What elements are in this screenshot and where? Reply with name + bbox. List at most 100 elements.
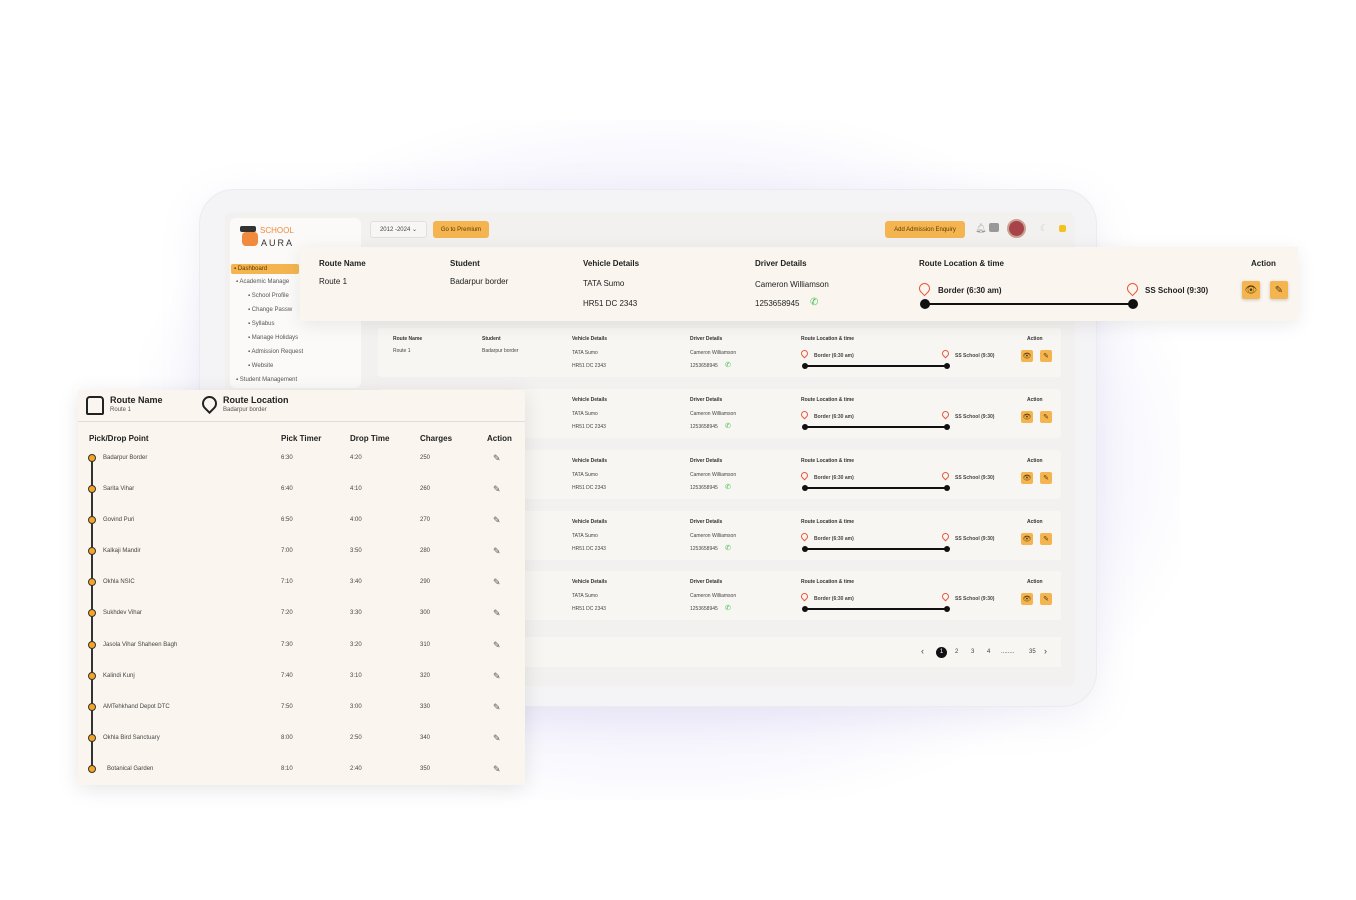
moon-icon[interactable]: ☾	[1040, 223, 1049, 233]
stop-value: 7:30	[281, 642, 293, 648]
view-button[interactable]: 👁︎	[1242, 281, 1260, 299]
cell-value: TATA Sumo	[572, 533, 598, 539]
cell-value: 1253658945	[690, 363, 718, 369]
edit-button[interactable]: ✎	[1040, 350, 1052, 362]
chat-icon[interactable]	[989, 223, 999, 232]
stop-value: 6:40	[281, 486, 293, 492]
cell-value: 1253658945	[690, 606, 718, 612]
next-page-icon[interactable]: ›	[1044, 646, 1047, 656]
phone-icon[interactable]: ✆	[725, 362, 731, 369]
stop-value: 250	[420, 455, 431, 461]
edit-icon[interactable]: ✎	[493, 577, 501, 587]
stop-name: AMTehkhand Depot DTC	[103, 704, 170, 710]
column-header: Student	[482, 336, 501, 342]
column-header: Route Name	[319, 259, 366, 268]
profile-icon: ▪	[248, 293, 252, 299]
stop-value: 2:40	[350, 766, 362, 772]
view-button[interactable]: 👁︎	[1021, 411, 1033, 423]
cell-value: SS School (9:30)	[955, 596, 995, 602]
view-button[interactable]: 👁︎	[1021, 350, 1033, 362]
bus-icon	[86, 396, 104, 415]
sidebar-item-label: Syllabus	[251, 321, 275, 327]
page-button[interactable]: 2	[955, 649, 959, 655]
edit-icon[interactable]: ✎	[493, 515, 501, 525]
edit-button[interactable]: ✎	[1040, 593, 1052, 605]
stop-value: 3:20	[350, 642, 362, 648]
column-header: Action	[1027, 397, 1043, 403]
go-premium-button[interactable]: Go to Premium	[433, 221, 489, 238]
bell-icon[interactable]: 🔔︎	[975, 223, 987, 233]
stop-value: 7:50	[281, 704, 293, 710]
sidebar-item[interactable]: ▪ Student Management	[236, 377, 297, 383]
edit-icon[interactable]: ✎	[493, 764, 501, 774]
chevron-down-icon: ⌄	[412, 227, 418, 233]
cell-value: Border (6:30 am)	[814, 353, 854, 359]
edit-button[interactable]: ✎	[1040, 411, 1052, 423]
sidebar-item[interactable]: ▪ School Profile	[248, 293, 289, 299]
stop-name: Jasola Vihar Shaheen Bagh	[103, 642, 178, 648]
sidebar-item[interactable]: ▪ Academic Manage	[236, 279, 289, 285]
add-admission-enquiry-button[interactable]: Add Admission Enquiry	[885, 221, 965, 238]
stop-value: 3:50	[350, 548, 362, 554]
key-icon: ▪	[248, 307, 252, 313]
stop-dot	[88, 609, 96, 617]
cell-value: Cameron Williamson	[690, 411, 737, 417]
edit-button[interactable]: ✎	[1040, 472, 1052, 484]
avatar[interactable]	[1007, 219, 1026, 238]
sidebar-item[interactable]: ▪ Website	[248, 363, 273, 369]
logo-text: SCHOOL	[260, 226, 294, 235]
edit-icon[interactable]: ✎	[493, 453, 501, 463]
sidebar-item[interactable]: ▪ Syllabus	[248, 321, 274, 327]
edit-icon[interactable]: ✎	[493, 608, 501, 618]
phone-icon[interactable]: ✆	[725, 423, 731, 430]
route-name-label: Route Name	[110, 395, 163, 405]
edit-button[interactable]: ✎	[1040, 533, 1052, 545]
sidebar-item[interactable]: ▪ Admission Request	[248, 349, 303, 355]
stop-value: 340	[420, 735, 431, 741]
page-button[interactable]: ........	[1001, 649, 1015, 655]
stop-value: 270	[420, 517, 431, 523]
column-header: Drop Time	[350, 434, 390, 443]
edit-button[interactable]: ✎	[1270, 281, 1288, 299]
stop-value: 8:00	[281, 735, 293, 741]
phone-icon[interactable]: ✆	[810, 297, 819, 308]
page-button[interactable]: 35	[1029, 649, 1036, 655]
stop-dot	[88, 547, 96, 555]
page-button[interactable]: 1	[936, 647, 947, 658]
edit-icon[interactable]: ✎	[493, 640, 501, 650]
start-dot	[802, 424, 808, 430]
year-select[interactable]: 2012 -2024 ⌄	[370, 221, 427, 238]
year-value: 2012 -2024	[379, 226, 411, 233]
edit-icon[interactable]: ✎	[493, 671, 501, 681]
sun-icon[interactable]	[1059, 225, 1066, 232]
sidebar-item[interactable]: ▪ Dashboard	[231, 264, 299, 274]
phone-icon[interactable]: ✆	[725, 545, 731, 552]
edit-icon[interactable]: ✎	[493, 733, 501, 743]
edit-icon[interactable]: ✎	[493, 702, 501, 712]
edit-icon[interactable]: ✎	[493, 484, 501, 494]
column-header: Route Location & time	[801, 519, 855, 525]
logo: SCHOOL AURA	[238, 226, 298, 252]
sidebar-item-label: Dashboard	[237, 266, 268, 272]
cell-value: Cameron Williamson	[690, 533, 737, 539]
prev-page-icon[interactable]: ‹	[921, 646, 924, 656]
view-button[interactable]: 👁︎	[1021, 593, 1033, 605]
cell-value: SS School (9:30)	[955, 353, 995, 359]
stop-name: Badarpur Border	[103, 455, 148, 461]
view-button[interactable]: 👁︎	[1021, 533, 1033, 545]
edit-icon[interactable]: ✎	[493, 546, 501, 556]
view-button[interactable]: 👁︎	[1021, 472, 1033, 484]
sidebar-item[interactable]: ▪ Change Passw	[248, 307, 292, 313]
phone-icon[interactable]: ✆	[725, 605, 731, 612]
sidebar-item-label: School Profile	[251, 293, 289, 299]
phone-icon[interactable]: ✆	[725, 484, 731, 491]
stop-dot	[88, 703, 96, 711]
stop-value: 3:00	[350, 704, 362, 710]
student-name: Badarpur border	[450, 277, 509, 286]
page-button[interactable]: 4	[987, 649, 991, 655]
stop-value: 6:30	[281, 455, 293, 461]
column-header: Route Location & time	[801, 579, 855, 585]
sidebar-item[interactable]: ▪ Manage Holidays	[248, 335, 298, 341]
start-dot	[802, 485, 808, 491]
page-button[interactable]: 3	[971, 649, 975, 655]
